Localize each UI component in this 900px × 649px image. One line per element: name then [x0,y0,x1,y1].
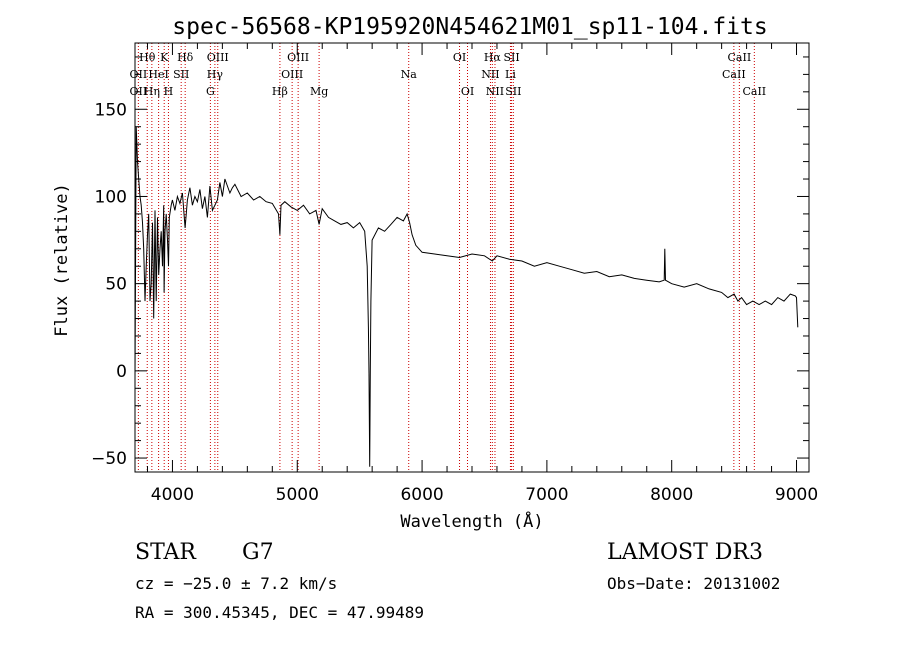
line-marker-label: NII [486,85,504,98]
line-marker-label: CaII [722,68,746,81]
line-marker-label: OIII [287,51,309,64]
spectrum-series [134,126,799,467]
line-marker-label: Hα [484,51,502,64]
line-marker-label: OI [453,51,466,64]
line-marker-label: NII [481,68,499,81]
line-marker-label: Na [401,68,418,81]
plot-frame [134,42,810,473]
object-subclass: G7 [242,540,274,565]
x-tick-label: 4000 [151,485,194,505]
line-marker-label: CaII [742,85,766,98]
line-marker-label: Li [505,68,516,81]
line-marker-label: OI [461,85,474,98]
line-marker-label: Hη [144,85,160,98]
line-marker-label: Mg [310,85,328,98]
line-marker-label: SII [505,85,521,98]
line-marker-label: OIII [207,51,229,64]
y-tick-label: 50 [105,275,127,295]
x-tick-label: 7000 [525,485,568,505]
x-tick-label: 8000 [650,485,693,505]
line-marker-label: SII [173,68,189,81]
redshift-velocity: cz = −25.0 ± 7.2 km/s [135,574,338,593]
line-marker-label: CaII [728,51,752,64]
line-marker-label: G [206,85,215,98]
y-tick-label: 0 [116,362,127,382]
observation-date: Obs−Date: 20131002 [607,574,781,593]
line-marker-label: OIII [281,68,303,81]
survey-name: LAMOST DR3 [607,540,763,565]
line-marker-label: Hθ [139,51,156,64]
line-marker-label: HeI [148,68,168,81]
y-axis-ticks: −50 0 50 100 150 [91,56,809,469]
line-markers [137,43,755,472]
x-axis-label: Wavelength (Å) [400,510,543,532]
line-marker-label: Hβ [272,85,288,98]
x-tick-label: 9000 [775,485,818,505]
line-marker-label: Hδ [177,51,194,64]
y-axis-label: Flux (relative) [52,183,72,337]
x-tick-label: 6000 [400,485,443,505]
line-marker-label: SII [503,51,519,64]
coordinates: RA = 300.45345, DEC = 47.99489 [135,603,424,622]
line-marker-label: Hγ [207,68,224,81]
y-tick-label: 100 [95,187,127,207]
x-tick-label: 5000 [276,485,319,505]
object-class: STAR [135,540,196,565]
line-marker-label: K [160,51,169,64]
y-tick-label: −50 [91,449,127,469]
line-marker-label: H [164,85,174,98]
x-axis-ticks: 4000 5000 6000 7000 8000 9000 [146,43,818,505]
chart-title: spec-56568-KP195920N454621M01_sp11-104.f… [172,14,767,40]
y-tick-label: 150 [95,100,127,120]
